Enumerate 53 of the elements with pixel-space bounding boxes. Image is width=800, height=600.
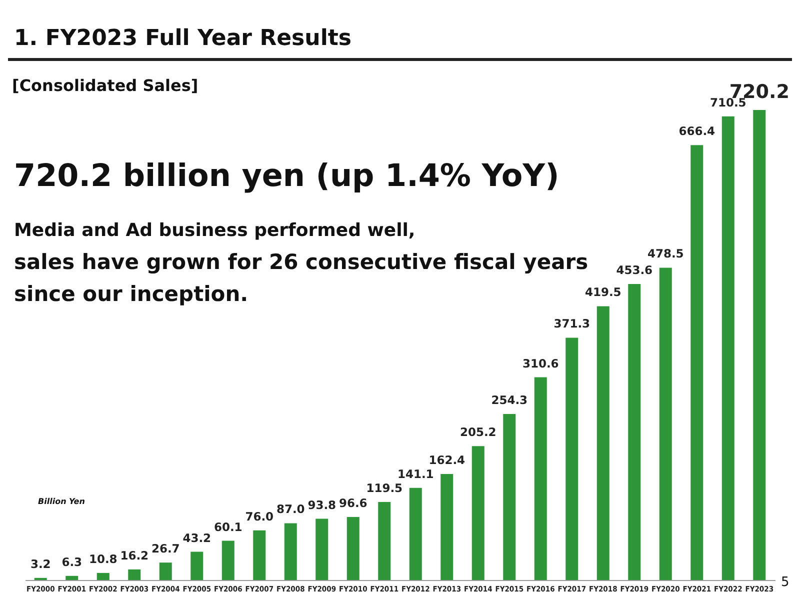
bar xyxy=(66,576,78,580)
bar xyxy=(159,562,172,580)
data-label: 371.3 xyxy=(554,316,590,331)
data-label: 119.5 xyxy=(366,481,403,496)
bar xyxy=(284,523,297,580)
data-label: 205.2 xyxy=(460,425,496,440)
data-label: 60.1 xyxy=(214,520,242,534)
bar xyxy=(409,488,422,580)
data-label: 3.2 xyxy=(30,556,51,571)
bar xyxy=(253,530,266,580)
data-label: 76.0 xyxy=(245,509,274,524)
data-label: 141.1 xyxy=(397,466,434,481)
data-label: 453.6 xyxy=(616,262,653,277)
data-label: 310.6 xyxy=(522,356,559,370)
bar xyxy=(222,540,234,580)
data-label: 26.7 xyxy=(151,542,180,556)
bar xyxy=(472,446,484,580)
bar xyxy=(346,516,360,580)
bar xyxy=(566,338,578,580)
bar xyxy=(659,268,672,580)
bar xyxy=(503,414,516,580)
data-label: 666.4 xyxy=(678,124,716,138)
data-label: 93.8 xyxy=(308,498,336,512)
bar xyxy=(378,502,391,580)
bar xyxy=(690,145,704,580)
annotation: Media and Ad business performed well, xyxy=(14,220,416,241)
bar xyxy=(128,569,141,580)
chart-subtitle: [Consolidated Sales] xyxy=(12,76,198,95)
data-label: 87.0 xyxy=(276,502,305,516)
data-label: 96.6 xyxy=(338,496,368,510)
data-label: 478.5 xyxy=(647,246,684,261)
bar xyxy=(316,518,328,580)
data-label: 6.3 xyxy=(62,554,82,569)
data-label: 43.2 xyxy=(182,530,212,545)
text: 5 xyxy=(781,575,790,590)
bar xyxy=(534,377,547,580)
bar xyxy=(628,284,641,580)
chart-title: 1. FY2023 Full Year Results xyxy=(14,26,352,51)
data-label: 10.8 xyxy=(88,552,118,566)
bar xyxy=(596,306,610,580)
data-label: 419.5 xyxy=(584,285,622,300)
annotation: 720.2 billion yen (up 1.4% YoY) xyxy=(14,158,560,194)
data-label: 254.3 xyxy=(491,393,528,408)
bar xyxy=(96,572,110,580)
bar xyxy=(440,474,454,580)
bar xyxy=(753,110,766,580)
annotation: since our inception. xyxy=(14,282,248,306)
bar xyxy=(190,552,204,580)
data-label: 16.2 xyxy=(120,548,149,562)
y-axis-title: Billion Yen xyxy=(38,497,85,506)
bar xyxy=(722,116,734,580)
data-label: 162.4 xyxy=(428,453,466,468)
annotation: sales have grown for 26 consecutive fiscal years xyxy=(14,250,588,274)
